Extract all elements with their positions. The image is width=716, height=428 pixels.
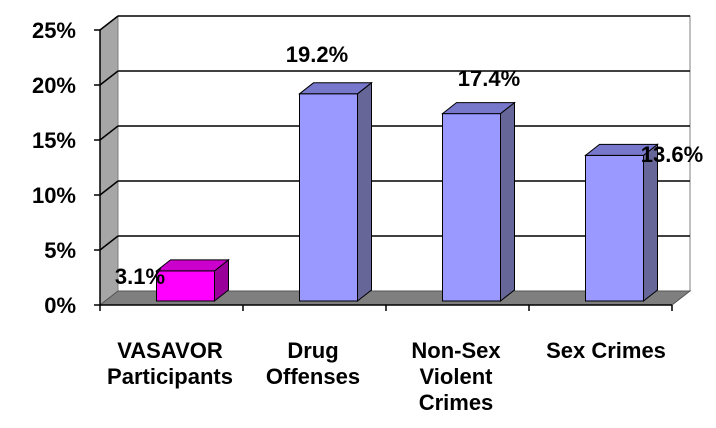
gridline-side <box>99 235 119 251</box>
bars <box>155 81 659 303</box>
side-wall <box>99 14 119 307</box>
x-tick-label-line: VASAVOR <box>117 338 223 363</box>
bar <box>584 143 659 303</box>
y-tick-labels: 0% 5% 10% 15% 20% 25% <box>32 18 76 318</box>
x-tick-label-line: Offenses <box>266 364 360 389</box>
bar-side <box>357 81 372 303</box>
bar-front <box>585 154 644 302</box>
bar-front <box>156 270 215 302</box>
x-tick-label-line: Sex Crimes <box>546 338 666 363</box>
bar-front <box>299 93 358 302</box>
x-tick-label-line: Participants <box>107 364 233 389</box>
bar-top <box>298 82 373 95</box>
x-tick-label-line: Drug <box>287 338 338 363</box>
bar-top <box>441 102 516 115</box>
bar-front <box>442 113 501 302</box>
gridline-side <box>99 15 119 31</box>
x-tick-labels: VASAVOR Participants Drug Offenses Non-Sex Vi… <box>107 338 666 415</box>
bar <box>155 258 230 303</box>
x-tick-label: Non-Sex Violent Crimes <box>411 338 501 415</box>
y-tick-label: 10% <box>32 183 76 208</box>
data-label: 13.6% <box>641 142 703 167</box>
bar-top <box>155 259 230 272</box>
bar-top <box>584 143 659 156</box>
x-tick-label: VASAVOR Participants <box>107 338 233 389</box>
gridline-side <box>99 70 119 86</box>
data-label: 3.1% <box>115 264 165 289</box>
y-tick-label: 0% <box>44 293 76 318</box>
bar <box>298 81 373 303</box>
x-tick-label: Sex Crimes <box>546 338 666 363</box>
data-label: 19.2% <box>286 42 348 67</box>
bar <box>441 101 516 303</box>
data-labels: 3.1% 19.2% 17.4% 13.6% <box>115 42 703 289</box>
y-tick-label: 5% <box>44 238 76 263</box>
x-tick-label-line: Violent <box>420 364 494 389</box>
bar-side <box>500 101 515 303</box>
y-tick-label: 15% <box>32 128 76 153</box>
x-tick-label-line: Crimes <box>419 390 494 415</box>
bar-side <box>643 143 658 303</box>
gridlines <box>99 15 690 251</box>
x-tick-label-line: Non-Sex <box>411 338 501 363</box>
axes <box>94 29 673 311</box>
y-tick-label: 20% <box>32 73 76 98</box>
y-tick-label: 25% <box>32 18 76 43</box>
data-label: 17.4% <box>458 66 520 91</box>
x-tick-label: Drug Offenses <box>266 338 360 389</box>
gridline-side <box>99 180 119 196</box>
gridline-side <box>99 125 119 141</box>
